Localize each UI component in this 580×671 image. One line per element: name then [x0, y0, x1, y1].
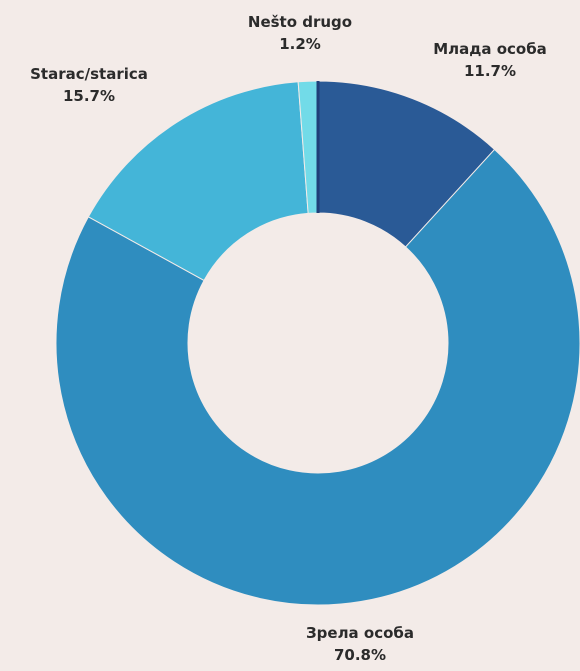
slice-starac-starica	[87, 81, 309, 282]
value-label: 70.8%	[333, 646, 387, 664]
value-label: 15.7%	[62, 87, 116, 105]
label-starac-starica: Starac/starica 15.7%	[30, 63, 148, 107]
category-label: Зрела особа	[306, 624, 414, 642]
category-label: Starac/starica	[30, 65, 148, 83]
category-label: Nešto drugo	[247, 13, 353, 31]
label-nesto-drugo: Nešto drugo 1.2%	[248, 11, 352, 55]
value-label: 1.2%	[279, 35, 321, 53]
label-mlada-osoba: Млада особа 11.7%	[433, 38, 547, 82]
category-label: Млада особа	[433, 40, 547, 58]
value-label: 11.7%	[463, 62, 517, 80]
label-zrela-osoba: Зрела особа 70.8%	[306, 622, 414, 666]
slice-zrela-osoba	[55, 148, 580, 606]
